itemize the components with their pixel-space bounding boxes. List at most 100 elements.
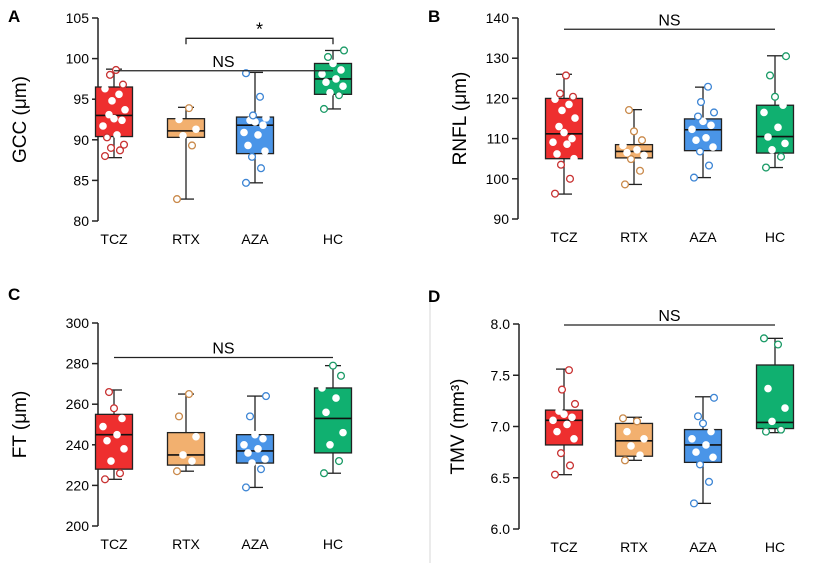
y-tick-label: 280 xyxy=(66,356,90,372)
data-point-hc xyxy=(761,427,771,436)
data-point-tcz xyxy=(565,174,575,183)
data-point-hc xyxy=(774,123,782,132)
data-point-aza xyxy=(251,430,259,439)
x-tick-label-aza: AZA xyxy=(241,231,269,247)
data-point-hc xyxy=(339,46,349,55)
data-point-tcz xyxy=(565,461,575,470)
data-point-tcz xyxy=(553,150,561,158)
data-point-rtx xyxy=(175,115,183,124)
y-tick-label: 100 xyxy=(486,171,510,187)
data-point-rtx xyxy=(636,451,644,460)
data-point-tcz xyxy=(118,80,128,89)
x-tick-label-rtx: RTX xyxy=(620,539,648,555)
data-point-hc xyxy=(318,70,326,78)
data-point-rtx xyxy=(633,146,641,154)
panel-label: C xyxy=(8,285,20,304)
data-point-aza xyxy=(261,147,269,155)
data-point-hc xyxy=(323,52,333,62)
data-point-tcz xyxy=(561,71,571,80)
data-point-tcz xyxy=(549,416,557,425)
x-tick-label-tcz: TCZ xyxy=(100,231,128,247)
data-point-tcz xyxy=(118,116,126,125)
data-point-hc xyxy=(779,101,787,110)
data-point-tcz xyxy=(115,90,123,99)
box-hc xyxy=(755,364,795,430)
data-point-aza xyxy=(707,427,715,436)
data-point-tcz xyxy=(555,89,565,98)
x-tick-label-hc: HC xyxy=(323,536,343,552)
data-point-aza xyxy=(255,92,265,101)
data-point-tcz xyxy=(107,457,115,465)
data-point-tcz xyxy=(120,445,128,453)
data-point-tcz xyxy=(101,84,109,93)
data-point-aza xyxy=(702,133,710,142)
panel-b: B 90 100 110 120 130 140 RNFL (μm) TCZ RTX AZA HC NS xyxy=(428,7,795,245)
y-tick-label: 6.5 xyxy=(491,470,511,486)
data-point-aza xyxy=(248,111,258,120)
x-tick-label-aza: AZA xyxy=(241,536,269,552)
data-point-tcz xyxy=(563,140,571,149)
data-point-aza xyxy=(689,173,699,182)
x-tick-label-tcz: TCZ xyxy=(100,536,128,552)
data-point-hc xyxy=(332,394,340,402)
data-point-aza xyxy=(698,419,708,428)
y-axis-label: TMV (mm³) xyxy=(448,378,469,474)
data-point-aza xyxy=(240,440,248,449)
data-point-hc xyxy=(322,78,330,86)
data-point-tcz xyxy=(113,430,121,439)
x-tick-label-rtx: RTX xyxy=(172,536,200,552)
panel-d: D 6.0 6.5 7.0 7.5 8.0 TMV (mm³) TCZ RTX AZA HC NS xyxy=(428,287,795,555)
data-point-hc xyxy=(318,384,326,392)
data-point-aza xyxy=(248,459,256,467)
y-tick-label: 200 xyxy=(66,518,90,534)
data-point-tcz xyxy=(111,65,121,75)
significance-bracket xyxy=(185,37,334,45)
data-point-hc xyxy=(329,59,337,68)
y-tick-label: 120 xyxy=(486,90,510,106)
data-point-aza xyxy=(247,152,257,161)
data-point-rtx xyxy=(192,432,200,441)
data-point-rtx xyxy=(187,141,197,150)
data-point-tcz xyxy=(104,387,114,397)
data-point-hc xyxy=(770,92,780,101)
data-point-rtx xyxy=(179,131,187,140)
data-point-hc xyxy=(339,428,347,437)
data-point-aza xyxy=(696,97,706,107)
y-tick-label: 240 xyxy=(66,437,90,453)
data-point-tcz xyxy=(571,114,579,122)
y-axis-label: RNFL (μm) xyxy=(450,72,471,166)
data-point-rtx xyxy=(619,141,627,150)
panel-label: B xyxy=(428,7,440,26)
data-point-tcz xyxy=(550,470,560,479)
data-point-rtx xyxy=(188,457,196,465)
data-point-aza xyxy=(256,164,266,173)
data-point-aza xyxy=(693,112,703,121)
y-tick-label: 130 xyxy=(486,50,510,66)
data-point-hc xyxy=(334,91,344,100)
panel-label: D xyxy=(428,287,440,306)
data-point-tcz xyxy=(564,366,574,375)
data-point-aza xyxy=(693,412,703,421)
data-point-hc xyxy=(337,66,345,74)
data-point-tcz xyxy=(106,143,116,152)
data-point-tcz xyxy=(551,95,559,104)
data-point-tcz xyxy=(99,422,107,431)
data-point-tcz xyxy=(555,122,563,131)
data-point-rtx xyxy=(192,125,200,134)
data-point-aza xyxy=(692,136,700,145)
y-tick-label: 80 xyxy=(73,213,89,229)
data-point-aza xyxy=(692,448,700,456)
data-point-aza xyxy=(261,455,269,463)
y-tick-label: 105 xyxy=(66,10,90,26)
data-point-hc xyxy=(339,82,347,91)
x-tick-label-rtx: RTX xyxy=(620,229,648,245)
data-point-rtx xyxy=(624,106,634,115)
y-tick-label: 95 xyxy=(73,91,89,107)
data-point-tcz xyxy=(553,427,561,436)
data-point-rtx xyxy=(627,442,635,450)
data-point-tcz xyxy=(568,92,578,101)
x-tick-label-aza: AZA xyxy=(689,229,717,245)
data-point-hc xyxy=(781,139,789,148)
data-point-aza xyxy=(254,131,262,139)
data-point-rtx xyxy=(172,467,182,476)
